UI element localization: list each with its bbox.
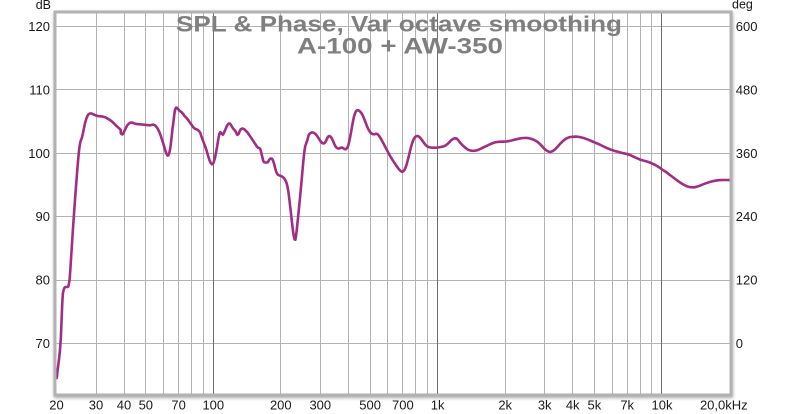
svg-text:300: 300: [309, 398, 331, 413]
svg-text:3k: 3k: [538, 398, 552, 413]
svg-text:480: 480: [736, 82, 758, 97]
svg-text:80: 80: [36, 273, 50, 288]
svg-text:5k: 5k: [588, 398, 602, 413]
svg-text:90: 90: [36, 209, 50, 224]
svg-text:30: 30: [89, 398, 103, 413]
svg-text:600: 600: [736, 19, 758, 34]
svg-text:A-100 + AW-350: A-100 + AW-350: [297, 34, 503, 59]
svg-text:10k: 10k: [652, 398, 673, 413]
svg-text:7k: 7k: [620, 398, 634, 413]
svg-text:2k: 2k: [498, 398, 512, 413]
svg-text:120: 120: [28, 19, 50, 34]
svg-text:360: 360: [736, 146, 758, 161]
svg-text:40: 40: [117, 398, 131, 413]
svg-text:20,0kHz: 20,0kHz: [700, 398, 748, 413]
svg-text:0: 0: [736, 336, 743, 351]
svg-text:100: 100: [28, 146, 50, 161]
svg-text:dB: dB: [36, 0, 51, 12]
svg-text:110: 110: [29, 82, 50, 97]
svg-text:120: 120: [736, 273, 758, 288]
svg-text:100: 100: [202, 398, 224, 413]
svg-text:4k: 4k: [566, 398, 580, 413]
svg-text:70: 70: [171, 398, 185, 413]
svg-text:20: 20: [49, 398, 63, 413]
svg-text:1k: 1k: [431, 398, 445, 413]
svg-text:200: 200: [270, 398, 292, 413]
svg-text:70: 70: [36, 336, 50, 351]
svg-text:240: 240: [736, 209, 758, 224]
svg-text:SPL & Phase, Var octave smooth: SPL & Phase, Var octave smoothing: [176, 12, 622, 37]
svg-text:50: 50: [139, 398, 153, 413]
svg-text:deg: deg: [732, 0, 753, 12]
svg-text:500: 500: [359, 398, 381, 413]
svg-text:700: 700: [392, 398, 414, 413]
